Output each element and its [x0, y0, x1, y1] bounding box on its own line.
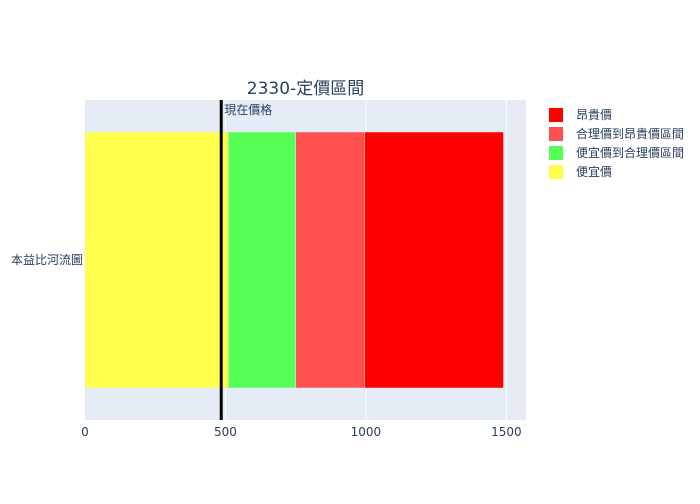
legend-swatch[interactable] [549, 127, 563, 141]
legend-label[interactable]: 合理價到昂貴價區間 [576, 126, 684, 141]
x-tick-label: 1000 [351, 425, 382, 439]
legend-swatch[interactable] [549, 165, 563, 179]
x-tick-label: 1500 [491, 425, 522, 439]
legend-swatch[interactable] [549, 146, 563, 160]
chart-title: 2330-定價區間 [247, 79, 364, 99]
x-axis-ticks: 0 500 1000 1500 [81, 425, 521, 439]
bar-segment[interactable] [228, 131, 296, 389]
bar-segments [84, 131, 504, 389]
bar-segment[interactable] [364, 131, 504, 389]
bar-segment[interactable] [84, 131, 229, 389]
legend-label[interactable]: 便宜價 [576, 164, 612, 179]
x-tick-label: 500 [214, 425, 237, 439]
legend-label[interactable]: 昂貴價 [576, 108, 612, 122]
x-tick-label: 0 [81, 425, 89, 439]
legend-label[interactable]: 便宜價到合理價區間 [576, 145, 684, 160]
y-category-label: 本益比河流圖 [11, 253, 83, 267]
bar-segment[interactable] [295, 131, 365, 389]
legend-swatch[interactable] [549, 108, 563, 122]
current-price-label: 現在價格 [224, 102, 272, 117]
